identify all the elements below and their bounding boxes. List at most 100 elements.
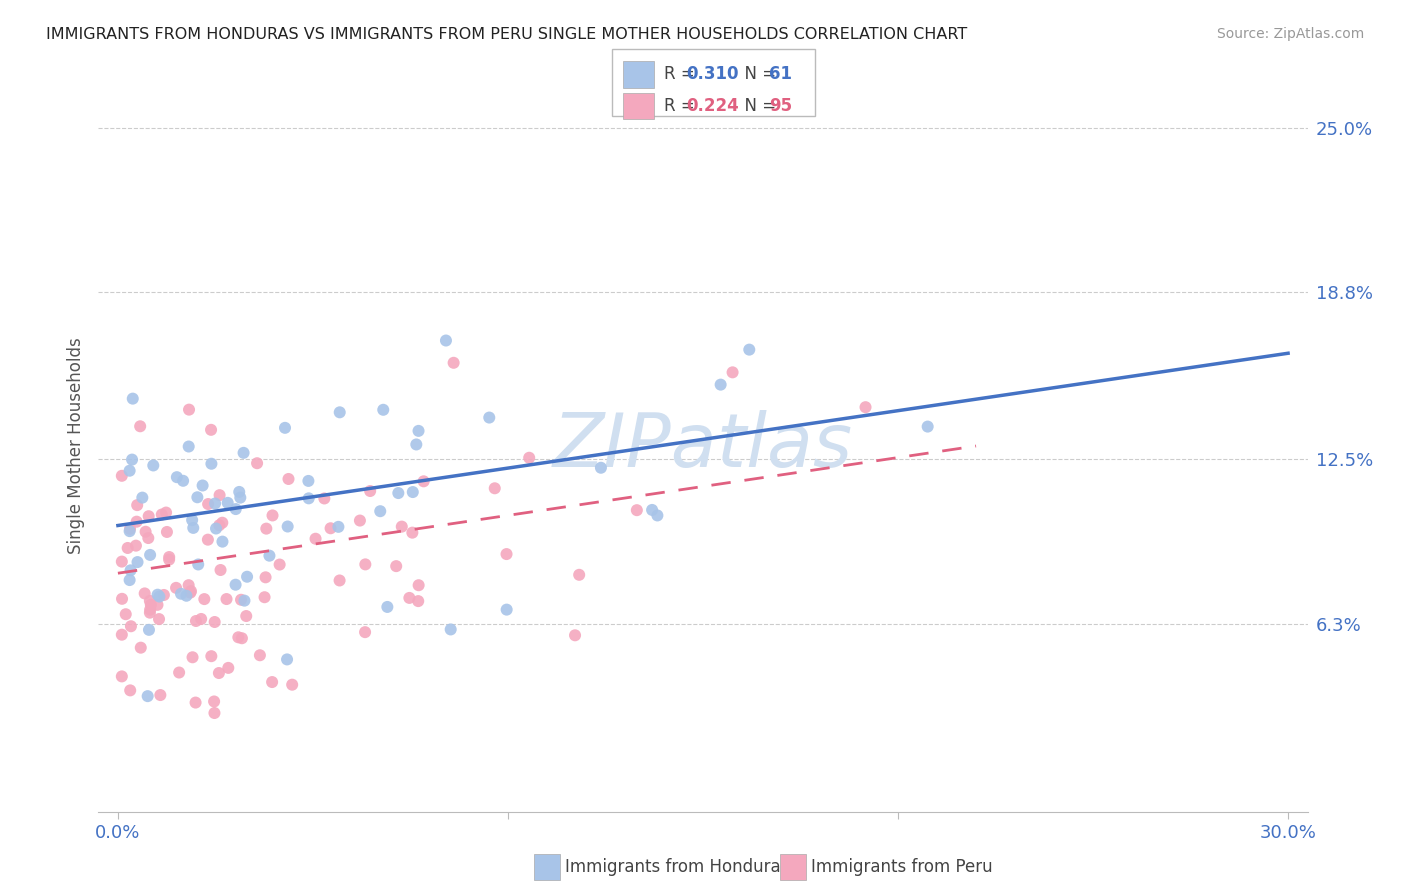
Point — [231, 632, 253, 646]
Point — [180, 584, 202, 599]
Point — [626, 503, 648, 517]
Point — [314, 491, 336, 506]
Point — [197, 533, 219, 547]
Text: 0.224: 0.224 — [686, 97, 740, 115]
Point — [354, 625, 377, 640]
Point — [111, 591, 134, 606]
Point — [121, 392, 143, 406]
Point — [139, 606, 162, 620]
Point — [186, 490, 208, 504]
Point — [139, 598, 162, 612]
Text: N =: N = — [734, 97, 782, 115]
Point — [156, 524, 179, 539]
Point — [495, 547, 517, 561]
Point — [138, 509, 160, 524]
Point — [262, 675, 284, 690]
Point — [138, 623, 160, 637]
Point — [738, 343, 761, 357]
Point — [148, 590, 170, 604]
Point — [139, 548, 162, 562]
Point — [204, 706, 226, 720]
Point — [114, 607, 136, 622]
Point — [319, 521, 342, 535]
Point — [200, 457, 222, 471]
Point — [385, 559, 408, 574]
Point — [136, 689, 159, 703]
Point — [176, 589, 198, 603]
Point — [233, 593, 256, 607]
Point — [232, 446, 254, 460]
Point — [177, 402, 200, 417]
Point — [139, 594, 162, 608]
Text: 95: 95 — [769, 97, 792, 115]
Point — [246, 456, 269, 470]
Point — [215, 592, 238, 607]
Point — [146, 598, 169, 612]
Point — [190, 612, 212, 626]
Point — [150, 508, 173, 522]
Point — [269, 558, 291, 572]
Point — [254, 570, 277, 584]
Point — [368, 504, 391, 518]
Point — [127, 555, 149, 569]
Point — [253, 591, 276, 605]
Point — [228, 630, 250, 644]
Point — [235, 609, 257, 624]
Point — [121, 452, 143, 467]
Point — [641, 503, 664, 517]
Point — [391, 519, 413, 533]
Point — [134, 586, 156, 600]
Point — [181, 513, 204, 527]
Point — [135, 524, 157, 539]
Point — [328, 520, 350, 534]
Point — [298, 491, 321, 506]
Point — [179, 585, 201, 599]
Point — [217, 496, 239, 510]
Point — [917, 419, 939, 434]
Point — [304, 532, 326, 546]
Point — [276, 652, 298, 666]
Point — [157, 549, 180, 564]
Point — [211, 534, 233, 549]
Point — [225, 502, 247, 516]
Point — [120, 683, 142, 698]
Point — [166, 470, 188, 484]
Y-axis label: Single Mother Households: Single Mother Households — [67, 338, 86, 554]
Point — [359, 483, 381, 498]
Point — [118, 573, 141, 587]
Point — [495, 602, 517, 616]
Point — [111, 468, 134, 483]
Point — [297, 474, 319, 488]
Point — [204, 615, 226, 629]
Point — [208, 518, 231, 533]
Point — [262, 508, 284, 523]
Point — [217, 661, 239, 675]
Point — [170, 587, 193, 601]
Text: 61: 61 — [769, 65, 792, 83]
Point — [155, 506, 177, 520]
Point — [408, 424, 430, 438]
Point — [129, 419, 152, 434]
Point — [211, 516, 233, 530]
Text: Immigrants from Peru: Immigrants from Peru — [811, 858, 993, 876]
Point — [589, 460, 612, 475]
Point — [440, 623, 463, 637]
Point — [120, 619, 142, 633]
Point — [111, 628, 134, 642]
Point — [177, 440, 200, 454]
Point — [172, 474, 194, 488]
Point — [149, 688, 172, 702]
Point — [120, 563, 142, 577]
Text: ZIPatlas: ZIPatlas — [553, 410, 853, 482]
Point — [118, 524, 141, 538]
Point — [277, 472, 299, 486]
Point — [184, 696, 207, 710]
Point — [204, 496, 226, 510]
Point — [208, 666, 231, 681]
Point — [277, 519, 299, 533]
Point — [118, 464, 141, 478]
Text: Source: ZipAtlas.com: Source: ZipAtlas.com — [1216, 27, 1364, 41]
Point — [412, 475, 434, 489]
Point — [136, 531, 159, 545]
Point — [259, 549, 281, 563]
